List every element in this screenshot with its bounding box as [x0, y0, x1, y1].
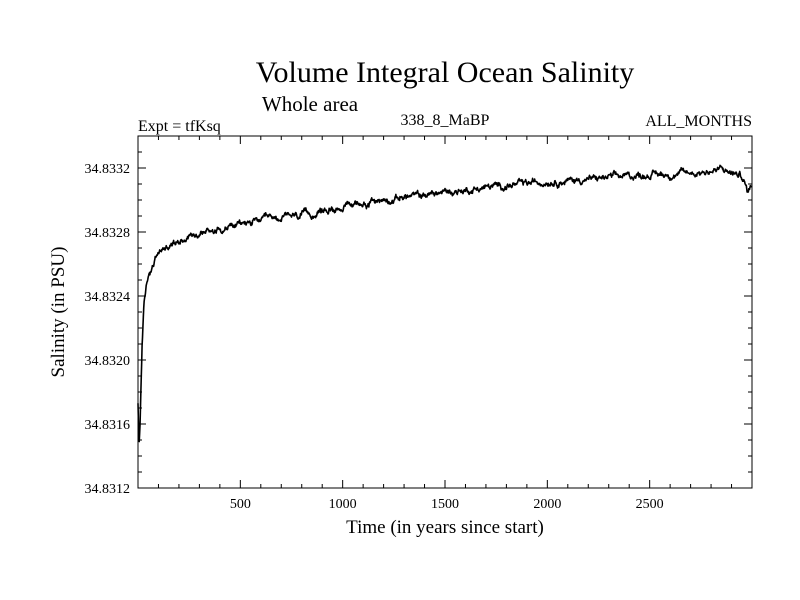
x-tick-label: 500 [230, 497, 251, 512]
series-layer [137, 164, 753, 443]
salinity-series-line [137, 164, 753, 443]
chart-subtitle: Whole area [262, 92, 359, 116]
x-tick-label: 2000 [533, 497, 561, 512]
y-axis-ticks: 34.8312 34.8316 34.8320 34.8324 34.8328 34.83… [85, 151, 752, 497]
y-axis-label: Salinity (in PSU) [48, 247, 69, 378]
y-tick-label: 34.8312 [85, 482, 131, 497]
experiment-label: Expt = tfKsq [138, 118, 221, 135]
y-tick-label: 34.8316 [85, 418, 131, 433]
chart-title: Volume Integral Ocean Salinity [256, 56, 635, 89]
y-tick-label: 34.8332 [85, 162, 131, 177]
x-axis-ticks: 500 1000 1500 2000 2500 [157, 136, 733, 512]
y-tick-label: 34.8320 [85, 354, 131, 369]
period-label: 338_8_MaBP [401, 112, 490, 129]
plot-frame [137, 135, 753, 489]
y-tick-label: 34.8324 [85, 290, 131, 305]
x-tick-label: 1000 [329, 497, 357, 512]
y-tick-label: 34.8328 [85, 226, 131, 241]
months-label: ALL_MONTHS [645, 113, 752, 130]
x-axis-label: Time (in years since start) [346, 517, 544, 538]
x-tick-label: 2500 [636, 497, 664, 512]
x-tick-label: 1500 [431, 497, 459, 512]
